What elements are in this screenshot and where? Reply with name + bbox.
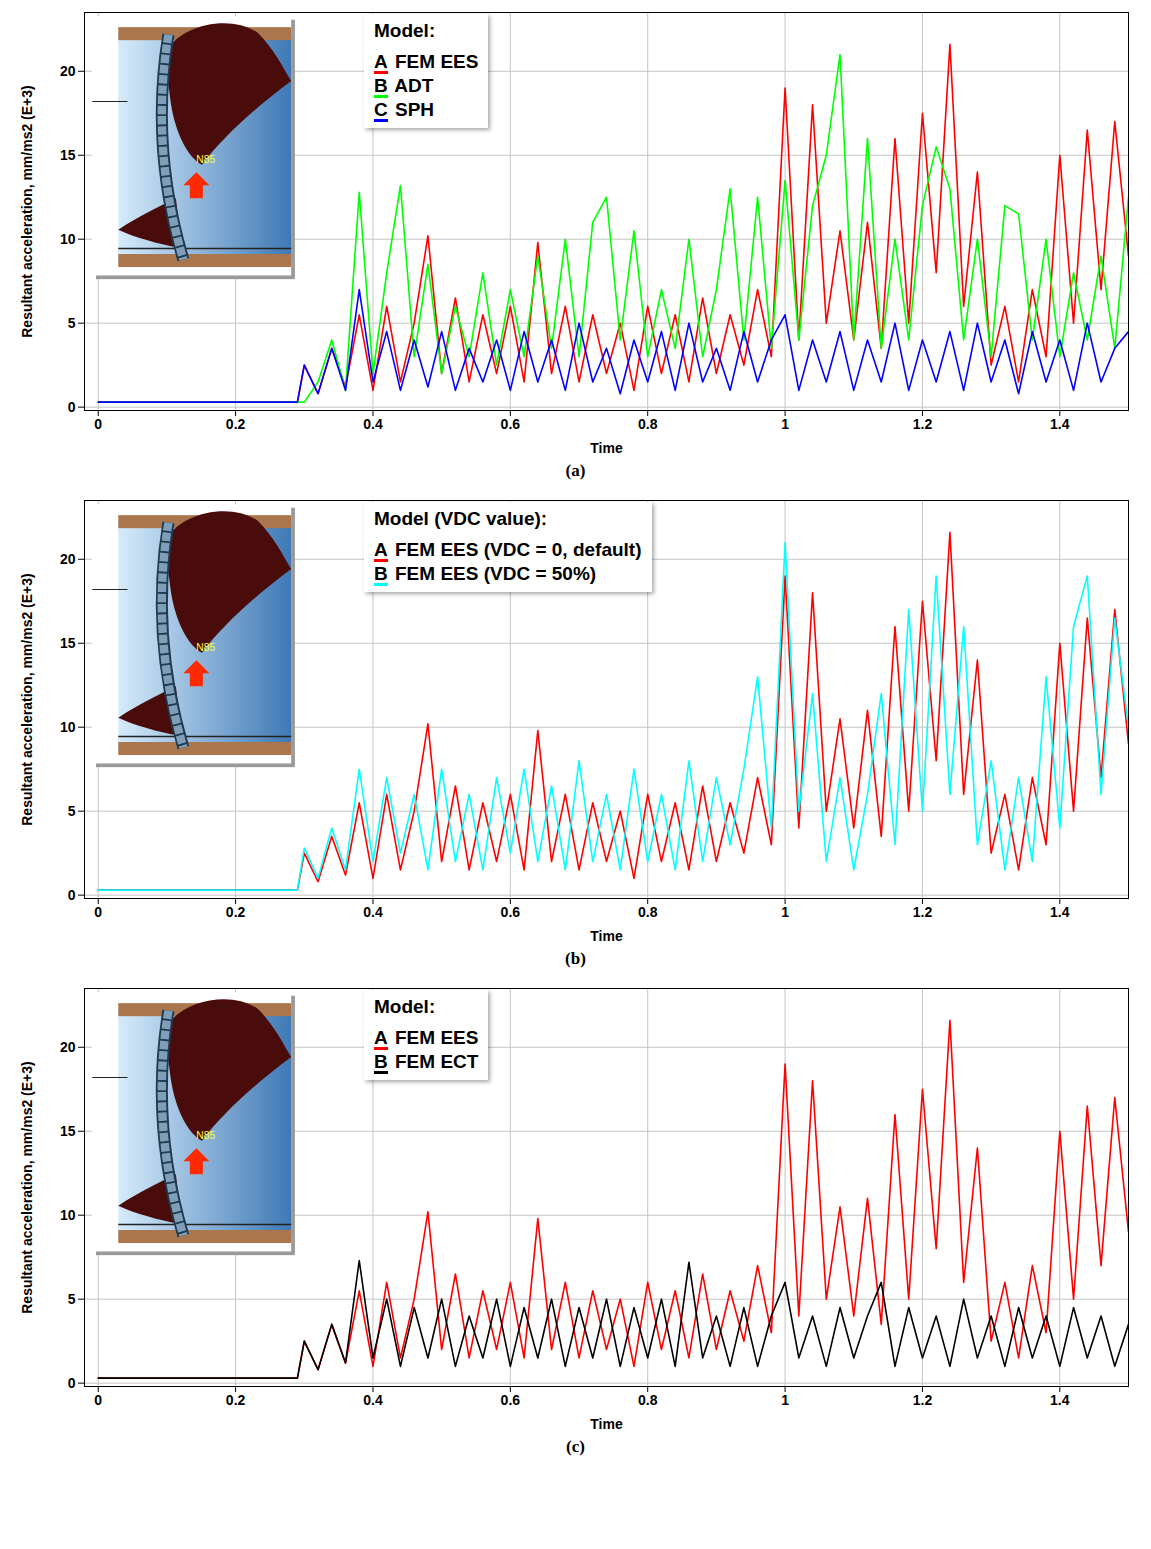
- svg-text:N85: N85: [196, 154, 215, 165]
- svg-text:0: 0: [68, 1375, 76, 1391]
- svg-text:0.6: 0.6: [501, 904, 521, 920]
- html-text:B ADT: B ADT: [374, 75, 434, 96]
- svg-text:0.8: 0.8: [638, 904, 658, 920]
- svg-text:Time: Time: [590, 928, 623, 944]
- svg-text:0.4: 0.4: [363, 1392, 383, 1408]
- svg-text:0: 0: [68, 887, 76, 903]
- svg-text:0.8: 0.8: [638, 1392, 658, 1408]
- svg-text:15: 15: [60, 147, 76, 163]
- html-text:(c): (c): [566, 1437, 585, 1456]
- svg-text:1: 1: [781, 1392, 789, 1408]
- svg-text:5: 5: [68, 1291, 76, 1307]
- html-text:(b): (b): [565, 949, 586, 968]
- html-text:C SPH: C SPH: [374, 99, 435, 120]
- svg-text:5: 5: [68, 803, 76, 819]
- html-text:B FEM ECT: B FEM ECT: [374, 1051, 479, 1072]
- svg-text:0.2: 0.2: [226, 904, 246, 920]
- svg-text:20: 20: [60, 1039, 76, 1055]
- html-text:B FEM EES (VDC = 50%): B FEM EES (VDC = 50%): [374, 563, 597, 584]
- svg-text:1.2: 1.2: [913, 904, 933, 920]
- svg-text:0.2: 0.2: [226, 416, 246, 432]
- svg-text:1.4: 1.4: [1050, 904, 1070, 920]
- svg-text:Resultant acceleration, mm/ms2: Resultant acceleration, mm/ms2 (E+3): [19, 1061, 35, 1314]
- html-text:Model (VDC value):: Model (VDC value):: [374, 508, 548, 529]
- html-text:A FEM EES (VDC = 0, default): A FEM EES (VDC = 0, default): [374, 539, 642, 560]
- svg-text:1: 1: [781, 416, 789, 432]
- svg-text:1.4: 1.4: [1050, 416, 1070, 432]
- svg-text:N85: N85: [196, 1130, 215, 1141]
- svg-text:1.2: 1.2: [913, 416, 933, 432]
- svg-text:10: 10: [60, 1207, 76, 1223]
- html-text:A FEM EES: A FEM EES: [374, 51, 479, 72]
- svg-text:10: 10: [60, 719, 76, 735]
- html-text:Model:: Model:: [374, 996, 436, 1017]
- svg-text:20: 20: [60, 551, 76, 567]
- svg-text:10: 10: [60, 231, 76, 247]
- svg-text:Resultant acceleration, mm/ms2: Resultant acceleration, mm/ms2 (E+3): [19, 573, 35, 826]
- svg-text:0: 0: [94, 904, 102, 920]
- svg-text:Time: Time: [590, 1416, 623, 1432]
- svg-text:1: 1: [781, 904, 789, 920]
- svg-text:0.2: 0.2: [226, 1392, 246, 1408]
- svg-text:0.6: 0.6: [501, 416, 521, 432]
- svg-text:20: 20: [60, 63, 76, 79]
- svg-text:1.4: 1.4: [1050, 1392, 1070, 1408]
- svg-text:0: 0: [94, 1392, 102, 1408]
- html-text:Model:: Model:: [374, 20, 436, 41]
- svg-text:0: 0: [68, 399, 76, 415]
- svg-text:0.4: 0.4: [363, 904, 383, 920]
- svg-text:N85: N85: [196, 642, 215, 653]
- svg-text:Resultant acceleration, mm/ms2: Resultant acceleration, mm/ms2 (E+3): [19, 85, 35, 338]
- svg-text:0.8: 0.8: [638, 416, 658, 432]
- svg-text:15: 15: [60, 1123, 76, 1139]
- svg-text:Time: Time: [590, 440, 623, 456]
- svg-text:0.4: 0.4: [363, 416, 383, 432]
- svg-text:0.6: 0.6: [501, 1392, 521, 1408]
- svg-text:0: 0: [94, 416, 102, 432]
- html-text:(a): (a): [565, 461, 586, 480]
- svg-text:5: 5: [68, 315, 76, 331]
- svg-text:1.2: 1.2: [913, 1392, 933, 1408]
- html-text:A FEM EES: A FEM EES: [374, 1027, 479, 1048]
- svg-text:15: 15: [60, 635, 76, 651]
